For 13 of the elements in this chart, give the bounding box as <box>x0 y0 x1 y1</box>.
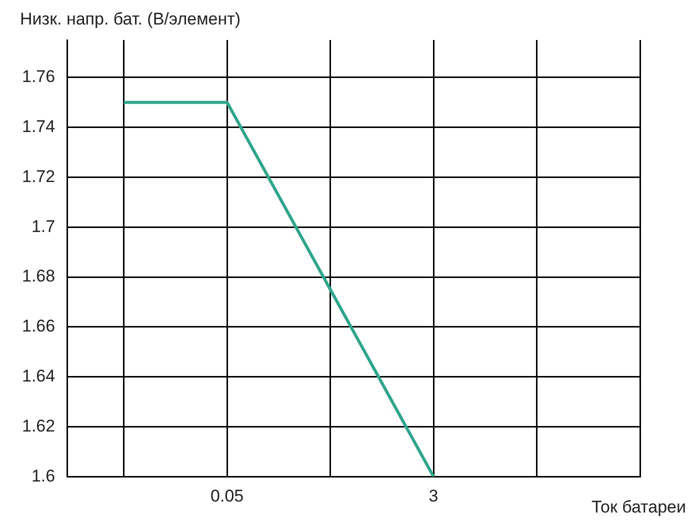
x-tick-label: 0.05 <box>210 486 244 506</box>
y-tick-label: 1.6 <box>31 466 56 486</box>
x-tick-label: 3 <box>428 486 438 506</box>
y-tick-label: 1.66 <box>22 316 56 336</box>
y-tick-label: 1.72 <box>22 166 56 186</box>
y-tick-label: 1.62 <box>22 416 56 436</box>
x-axis-title: Ток батареи <box>591 497 686 516</box>
y-axis-title: Низк. напр. бат. (В/элемент) <box>20 10 241 29</box>
y-tick-label: 1.64 <box>22 366 56 386</box>
y-tick-label: 1.74 <box>22 117 56 136</box>
y-tick-label: 1.68 <box>22 266 56 286</box>
y-tick-label: 1.7 <box>31 216 56 236</box>
y-tick-label: 1.76 <box>22 67 56 86</box>
